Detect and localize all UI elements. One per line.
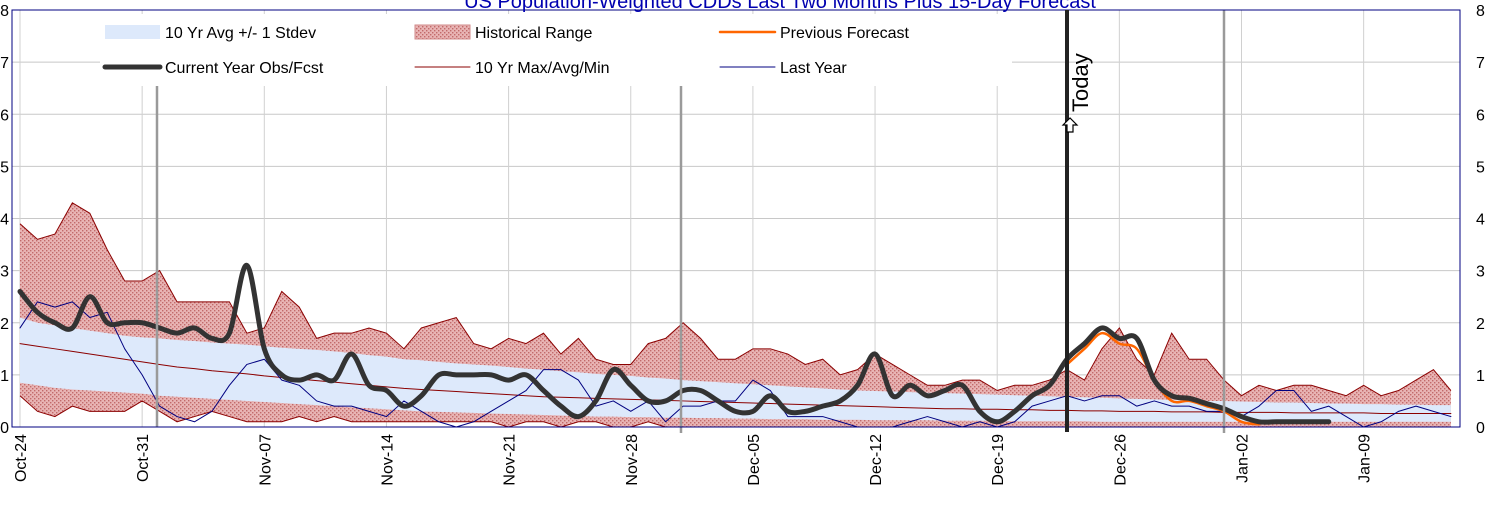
y-tick-label: 0 [0,420,9,437]
today-arrow [1061,117,1079,133]
chart-title: US Population-Weighted CDDs Last Two Mon… [464,0,1096,13]
series-line [19,343,1452,414]
x-tick-label: Dec-19 [990,434,1007,486]
y-tick-label: 8 [0,3,9,20]
min-line [19,395,1451,427]
plot-area [17,202,1452,427]
y-tick-label: 5 [0,159,9,176]
legend-swatch [105,25,160,39]
x-tick-label: Nov-07 [257,434,274,486]
overlay [155,10,1226,433]
y2-tick-label: 0 [1476,420,1485,437]
series-line [19,301,1452,427]
y2-tick-label: 8 [1476,3,1485,20]
y2-tick-label: 5 [1476,159,1485,176]
legend-label: Current Year Obs/Fcst [165,60,324,77]
y2-tick-label: 6 [1476,107,1485,124]
legend-label: 10 Yr Max/Avg/Min [475,60,610,77]
legend-label: 10 Yr Avg +/- 1 Stdev [165,25,316,42]
legend-label: Previous Forecast [780,25,909,42]
x-tick-label: Oct-31 [135,434,152,482]
legend-box [100,14,1012,86]
x-tick-label: Nov-21 [502,434,519,486]
y2-tick-label: 1 [1476,368,1485,385]
range-band [20,317,1451,422]
x-tick-label: Jan-02 [1235,434,1252,483]
y-tick-label: 2 [0,316,9,333]
legend-swatch [414,24,471,40]
x-tick-label: Dec-05 [746,434,763,486]
x-tick-label: Nov-14 [379,434,396,486]
y-tick-label: 3 [0,264,9,281]
y-tick-label: 1 [0,368,9,385]
y2-tick-label: 4 [1476,212,1485,229]
y2-tick-label: 2 [1476,316,1485,333]
x-tick-label: Dec-12 [868,434,885,486]
series-line [17,262,1332,425]
y2-tick-label: 7 [1476,55,1485,72]
y-tick-label: 6 [0,107,9,124]
x-tick-label: Oct-24 [13,434,30,482]
y-tick-label: 4 [0,212,9,229]
today-label: Today [1068,53,1093,112]
y2-tick-label: 3 [1476,264,1485,281]
plot-border [11,9,1461,428]
legend-label: Last Year [780,60,847,77]
x-tick-label: Nov-28 [624,434,641,486]
x-tick-label: Jan-09 [1357,434,1374,483]
legend: 10 Yr Avg +/- 1 Stdev Historical Range Pre… [102,24,909,77]
x-tick-label: Dec-26 [1112,434,1129,486]
legend-label: Historical Range [475,25,592,42]
y-tick-label: 7 [0,55,9,72]
